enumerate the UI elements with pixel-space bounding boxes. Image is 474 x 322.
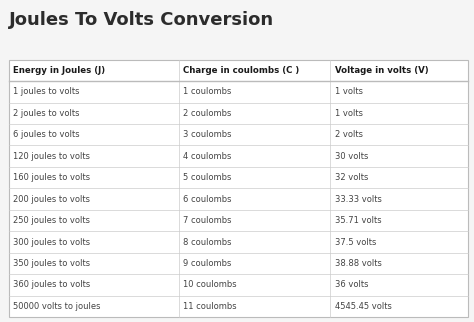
Text: 250 joules to volts: 250 joules to volts [13, 216, 90, 225]
Text: 10 coulombs: 10 coulombs [183, 280, 237, 289]
Text: 3 coulombs: 3 coulombs [183, 130, 232, 139]
Text: 2 volts: 2 volts [335, 130, 363, 139]
Text: 38.88 volts: 38.88 volts [335, 259, 382, 268]
Text: 1 volts: 1 volts [335, 109, 363, 118]
Text: 300 joules to volts: 300 joules to volts [13, 238, 91, 247]
Text: 9 coulombs: 9 coulombs [183, 259, 232, 268]
Text: 4545.45 volts: 4545.45 volts [335, 302, 392, 311]
Text: 5 coulombs: 5 coulombs [183, 173, 232, 182]
Text: 11 coulombs: 11 coulombs [183, 302, 237, 311]
Text: 35.71 volts: 35.71 volts [335, 216, 382, 225]
Text: Energy in Joules (J): Energy in Joules (J) [13, 66, 105, 75]
Text: 120 joules to volts: 120 joules to volts [13, 152, 90, 161]
Text: 160 joules to volts: 160 joules to volts [13, 173, 91, 182]
Text: Charge in coulombs (C ): Charge in coulombs (C ) [183, 66, 300, 75]
Text: 1 coulombs: 1 coulombs [183, 87, 232, 96]
Bar [9, 60, 468, 317]
Text: 8 coulombs: 8 coulombs [183, 238, 232, 247]
Text: 350 joules to volts: 350 joules to volts [13, 259, 91, 268]
Text: 2 joules to volts: 2 joules to volts [13, 109, 80, 118]
Text: 7 coulombs: 7 coulombs [183, 216, 232, 225]
Text: 30 volts: 30 volts [335, 152, 368, 161]
Text: 50000 volts to joules: 50000 volts to joules [13, 302, 101, 311]
Text: Voltage in volts (V): Voltage in volts (V) [335, 66, 429, 75]
Text: 1 volts: 1 volts [335, 87, 363, 96]
Text: 32 volts: 32 volts [335, 173, 368, 182]
Text: 2 coulombs: 2 coulombs [183, 109, 232, 118]
Text: 4 coulombs: 4 coulombs [183, 152, 232, 161]
Text: 6 joules to volts: 6 joules to volts [13, 130, 80, 139]
Text: 1 joules to volts: 1 joules to volts [13, 87, 80, 96]
Text: 33.33 volts: 33.33 volts [335, 194, 382, 204]
Text: 360 joules to volts: 360 joules to volts [13, 280, 91, 289]
Text: Joules To Volts Conversion: Joules To Volts Conversion [9, 11, 273, 29]
Text: 36 volts: 36 volts [335, 280, 369, 289]
Text: 37.5 volts: 37.5 volts [335, 238, 376, 247]
Text: 200 joules to volts: 200 joules to volts [13, 194, 90, 204]
Text: 6 coulombs: 6 coulombs [183, 194, 232, 204]
